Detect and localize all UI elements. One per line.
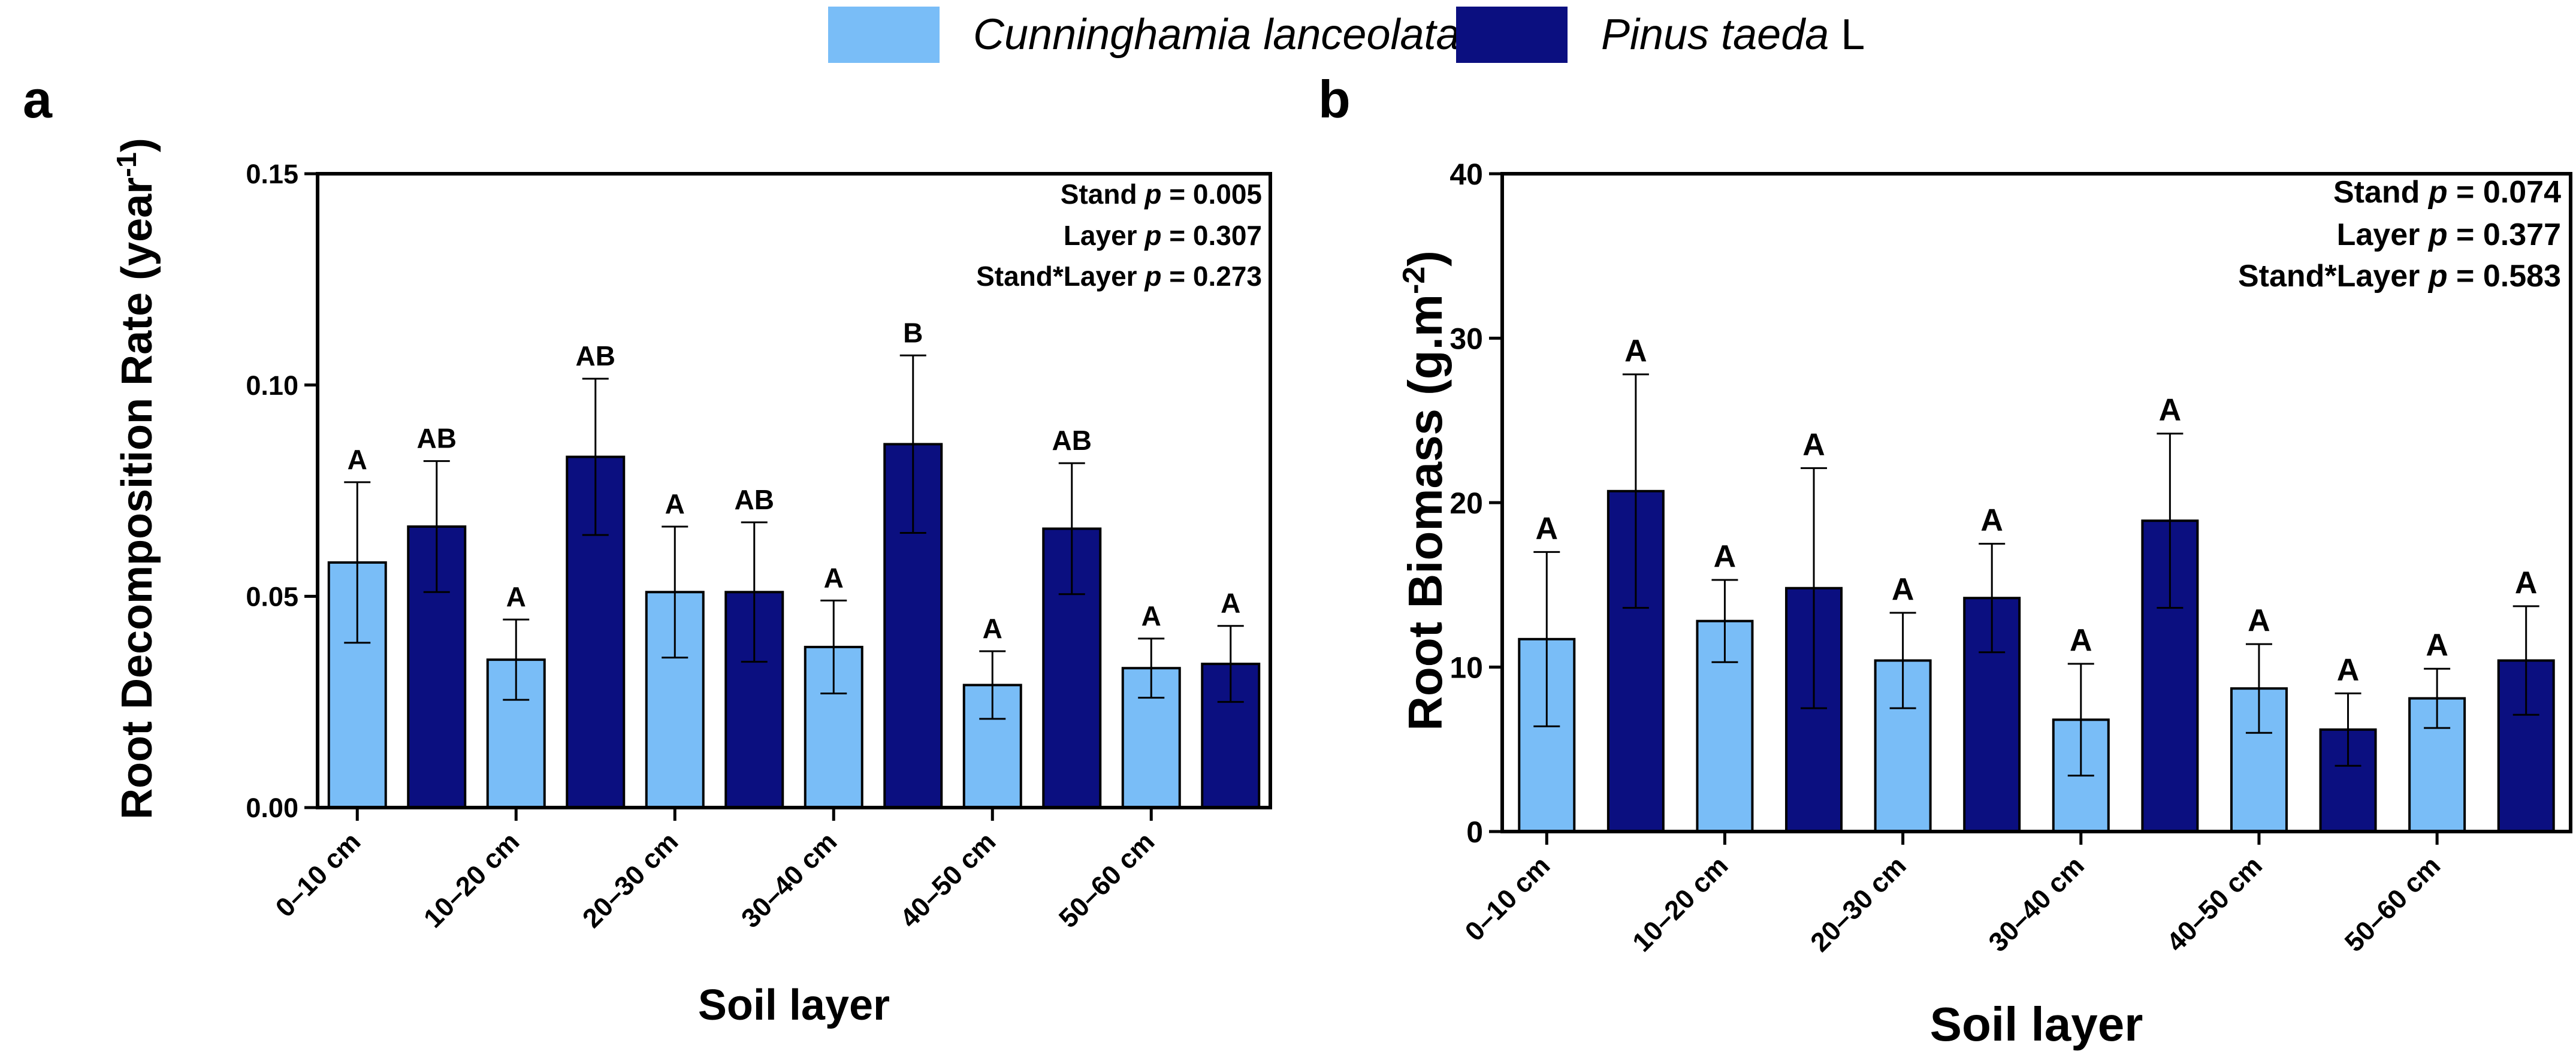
y-axis-title-main: Root Biomass (g.m	[1399, 294, 1452, 731]
x-tick-label: 40–50 cm	[894, 826, 1001, 933]
significance-letter: A	[1802, 427, 1825, 462]
x-axis-title: Soil layer	[1930, 997, 2143, 1051]
stats-value: = 0.377	[2448, 217, 2561, 252]
y-axis-title: Root Biomass (g.m-2)	[1397, 250, 1452, 731]
y-tick-label: 0.15	[246, 159, 298, 189]
stats-value: = 0.005	[1161, 179, 1262, 210]
significance-letter: A	[2248, 603, 2270, 638]
significance-letter: A	[2159, 393, 2182, 428]
plot-frame	[316, 172, 1272, 809]
y-axis-title-suffix: )	[113, 138, 161, 152]
significance-letter: AB	[417, 423, 457, 454]
x-tick-label: 0–10 cm	[270, 826, 367, 923]
x-tick-label: 20–30 cm	[576, 826, 684, 933]
stats-p: p	[2427, 259, 2448, 294]
significance-letter: B	[903, 317, 923, 348]
significance-letter: A	[983, 613, 1002, 644]
bar	[2319, 728, 2377, 833]
chart-panel-b: b A A A A A A A A A A A A 0 10 20 30 40 0–10 cm 10–20 cm 20–…	[1318, 69, 2572, 1051]
stats-annotation: Stand*Layer p = 0.583	[2238, 259, 2561, 294]
stats-value: = 0.273	[1161, 261, 1262, 292]
y-tick-label: 0.00	[246, 793, 298, 823]
y-tick-label: 20	[1449, 486, 1483, 520]
significance-letter: A	[665, 488, 685, 519]
stats-value: = 0.307	[1161, 220, 1262, 251]
x-tick-label: 30–40 cm	[1982, 850, 2089, 957]
significance-letter: AB	[1052, 425, 1092, 456]
x-tick-label: 0–10 cm	[1459, 850, 1556, 947]
significance-letter: A	[1624, 334, 1647, 368]
stats-prefix: Stand	[1061, 179, 1145, 210]
stats-prefix: Layer	[1064, 220, 1145, 251]
chart-panel-a: a A A A A A A AB AB AB B AB A 0.00 0.05 0.10 0.15 0–10 cm…	[23, 69, 1272, 1029]
y-axis-title-superscript: -2	[1397, 267, 1432, 294]
significance-letter: A	[2337, 652, 2360, 687]
panel-label: b	[1318, 69, 1351, 129]
y-axis-title-main: Root Decomposition Rate (year	[113, 177, 161, 820]
legend-swatch-cunninghamia	[828, 7, 940, 63]
y-tick-label: 0.10	[246, 370, 298, 401]
significance-letter: A	[1714, 539, 1737, 574]
stats-annotation: Stand p = 0.005	[1061, 179, 1262, 210]
stats-prefix: Stand*Layer	[2238, 259, 2429, 294]
x-tick-label: 30–40 cm	[735, 826, 842, 933]
significance-letter: A	[1141, 600, 1161, 631]
significance-letter: A	[1980, 503, 2003, 538]
significance-letter: AB	[576, 340, 615, 371]
y-tick-label: 10	[1449, 651, 1483, 685]
stats-annotation: Stand*Layer p = 0.273	[976, 261, 1262, 292]
stats-prefix: Layer	[2337, 217, 2429, 252]
stats-prefix: Stand*Layer	[976, 261, 1144, 292]
stats-value: = 0.074	[2448, 175, 2561, 210]
y-tick-label: 0	[1466, 815, 1483, 849]
legend-label-pinus: Pinus taeda L	[1601, 11, 1865, 59]
panel-label: a	[23, 69, 53, 129]
significance-letter: A	[2426, 628, 2448, 663]
stats-prefix: Stand	[2333, 175, 2429, 210]
y-axis-title-suffix: )	[1399, 250, 1452, 267]
x-tick-label: 10–20 cm	[418, 826, 525, 933]
significance-letter: A	[824, 562, 844, 593]
legend-label-cunninghamia: Cunninghamia lanceolata	[973, 11, 1460, 59]
y-tick-label: 40	[1449, 158, 1483, 191]
stats-annotation: Stand p = 0.074	[2333, 175, 2561, 210]
stats-annotation: Layer p = 0.377	[2337, 217, 2561, 252]
legend-item-pinus: Pinus taeda L	[1456, 5, 1865, 65]
stats-value: = 0.583	[2448, 259, 2561, 294]
stats-p: p	[1143, 220, 1161, 251]
legend-item-cunninghamia: Cunninghamia lanceolata	[828, 5, 1460, 65]
significance-letter: A	[506, 581, 526, 612]
x-tick-label: 10–20 cm	[1626, 850, 1734, 957]
stats-annotation: Layer p = 0.307	[1064, 220, 1262, 251]
significance-letter: AB	[735, 484, 774, 515]
y-tick-label: 0.05	[246, 582, 298, 612]
x-tick-label: 40–50 cm	[2161, 850, 2268, 957]
x-tick-label: 50–60 cm	[2339, 850, 2446, 957]
stats-p: p	[1143, 179, 1161, 210]
y-tick-label: 30	[1449, 322, 1483, 356]
y-axis-title-superscript: -1	[111, 152, 142, 177]
x-tick-label: 20–30 cm	[1804, 850, 1911, 957]
significance-letter: A	[1892, 572, 1914, 607]
significance-letter: A	[348, 444, 367, 475]
significance-letter: A	[1221, 588, 1240, 619]
stats-p: p	[2427, 175, 2448, 210]
stats-p: p	[2427, 217, 2448, 252]
significance-letter: A	[2515, 566, 2538, 600]
y-axis-title: Root Decomposition Rate (year-1)	[111, 138, 161, 820]
legend-swatch-pinus	[1456, 7, 1568, 63]
significance-letter: A	[1536, 511, 1559, 546]
significance-letter: A	[2070, 623, 2092, 658]
stats-p: p	[1143, 261, 1161, 292]
x-tick-label: 50–60 cm	[1053, 826, 1160, 933]
x-axis-title: Soil layer	[698, 981, 890, 1029]
